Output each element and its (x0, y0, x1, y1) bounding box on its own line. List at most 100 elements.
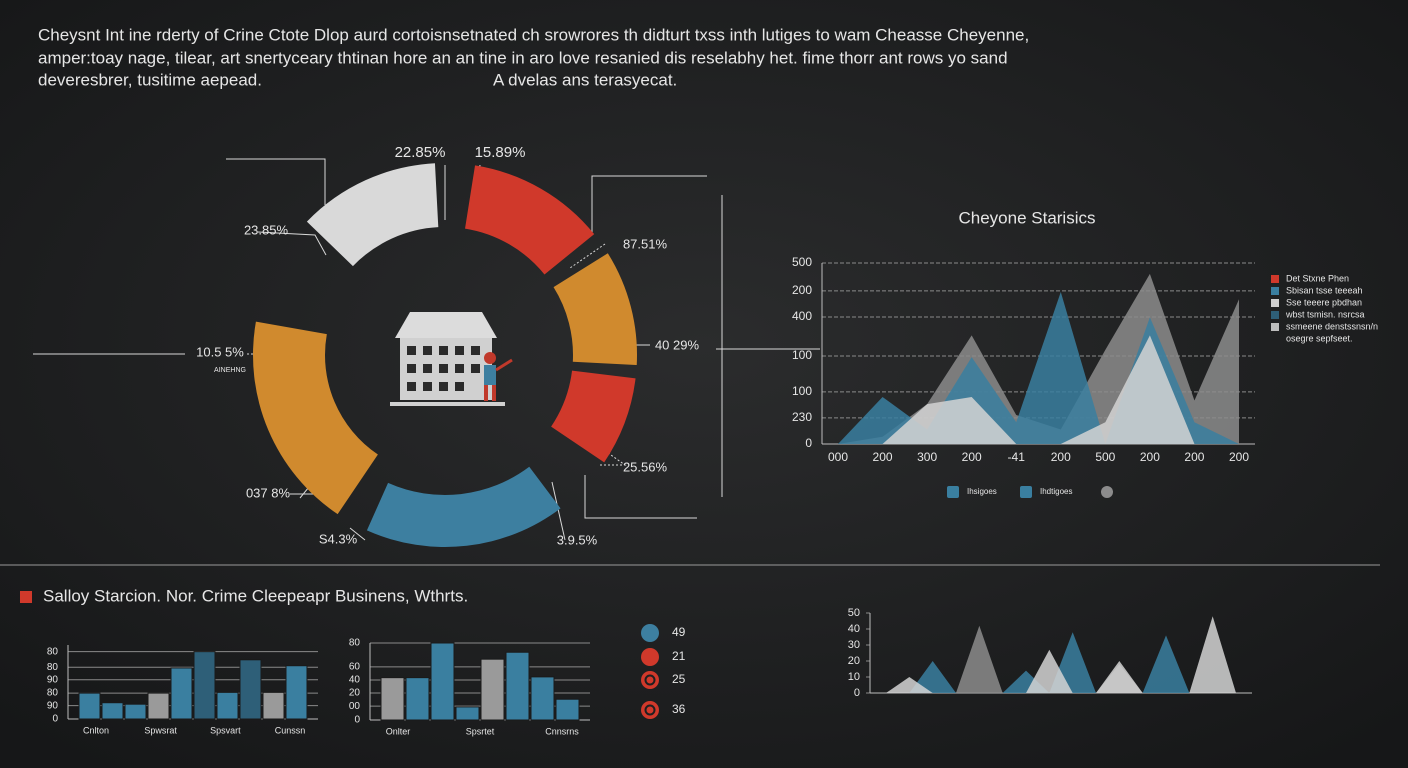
donut-segment (252, 321, 378, 515)
y-tick-label: 100 (792, 384, 812, 398)
bar (147, 692, 170, 720)
indicator-value: 49 (672, 625, 686, 639)
bar (530, 676, 555, 721)
bar (555, 698, 580, 721)
header-line: deveresbrer, tusitime aepead. (38, 70, 262, 89)
donut-label: 037 8% (246, 485, 291, 500)
x-tick-label: Spsrtet (466, 726, 495, 736)
indicator-ring (644, 704, 656, 716)
bar (405, 677, 430, 721)
x-tick-label: Spsvart (210, 725, 241, 735)
indicator-value: 25 (672, 672, 686, 686)
donut-label: 3.9.5% (557, 532, 598, 547)
donut-label: 87.51% (623, 236, 668, 251)
bar (101, 702, 124, 720)
y-tick-label: 50 (848, 607, 860, 619)
y-tick-label: 0 (854, 687, 860, 699)
donut-segment (465, 165, 595, 275)
y-tick-label: 0 (52, 714, 58, 725)
x-tick-label: Cnnsrns (545, 726, 579, 736)
legend-label: Det Stxne Phen (1286, 273, 1349, 283)
legend-swatch (1271, 311, 1279, 319)
legend-swatch (947, 486, 959, 498)
indicator-value: 36 (672, 702, 686, 716)
indicator-value: 21 (672, 649, 686, 663)
indicator-dot (641, 701, 659, 719)
bar (193, 651, 216, 720)
donut-segment (306, 163, 439, 267)
y-tick-label: 20 (848, 655, 860, 667)
x-tick-label: 200 (873, 450, 893, 464)
bar (480, 658, 505, 721)
bar (285, 665, 308, 720)
x-tick-label: -41 (1008, 450, 1026, 464)
x-tick-label: 200 (1184, 450, 1204, 464)
x-tick-label: 500 (1095, 450, 1115, 464)
y-tick-label: 20 (349, 688, 361, 699)
y-tick-label: 500 (792, 255, 812, 269)
legend-swatch (1271, 323, 1279, 331)
bar (124, 703, 147, 720)
indicator-dot (641, 671, 659, 689)
legend-label: Ihdtigoes (1040, 487, 1072, 496)
area (886, 625, 1236, 693)
indicator-dot (641, 648, 659, 666)
x-tick-label: Cunssn (275, 725, 306, 735)
x-tick-label: Onlter (386, 726, 411, 736)
x-tick-label: 200 (1051, 450, 1071, 464)
donut-label: S4.3% (319, 531, 358, 546)
y-tick-label: 00 (349, 701, 361, 712)
section-title: Salloy Starcion. Nor. Crime Cleepeapr Bu… (43, 586, 468, 605)
donut-label: 25.56% (623, 459, 668, 474)
y-tick-label: 0 (354, 715, 360, 726)
y-tick-label: 0 (805, 436, 812, 450)
legend-swatch (1101, 486, 1113, 498)
x-tick-label: 300 (917, 450, 937, 464)
header-caption: A dvelas ans terasyecat. (493, 70, 677, 89)
bar (455, 706, 480, 721)
legend-swatch (1271, 299, 1279, 307)
donut-segment (553, 253, 637, 366)
donut-label: 23.85% (244, 222, 289, 237)
legend-swatch (1271, 287, 1279, 295)
bar (78, 692, 101, 720)
y-tick-label: 80 (47, 688, 59, 699)
legend-label: Sbisan tsse teeeah (1286, 285, 1363, 295)
bar (380, 677, 405, 721)
legend-swatch (1020, 486, 1032, 498)
y-tick-label: 200 (792, 283, 812, 297)
x-tick-label: 000 (828, 450, 848, 464)
indicator-dot (641, 624, 659, 642)
header-line: Cheysnt Int ine rderty of Crine Ctote Dl… (38, 25, 1029, 44)
y-tick-label: 100 (792, 348, 812, 362)
donut-segment (551, 370, 636, 463)
area (838, 335, 1239, 444)
donut-label: 10.5 5% (196, 344, 244, 359)
legend-swatch (1271, 275, 1279, 283)
legend-label: osegre sepfseet. (1286, 333, 1353, 343)
donut-label: 40 29% (655, 337, 700, 352)
donut-label: 22.85% (395, 144, 446, 161)
bar (170, 667, 193, 720)
x-tick-label: Cnlton (83, 725, 109, 735)
donut-label: AINEHNG (214, 367, 246, 374)
y-tick-label: 80 (47, 662, 59, 673)
bar (216, 691, 239, 720)
bar (239, 659, 262, 720)
legend-label: Ihsigoes (967, 487, 997, 496)
donut-label: 15.89% (475, 144, 526, 161)
y-tick-label: 230 (792, 410, 812, 424)
x-tick-label: 200 (1140, 450, 1160, 464)
y-tick-label: 90 (47, 700, 59, 711)
header-line: amper:toay nage, tilear, art snertyceary… (38, 48, 1008, 67)
y-tick-label: 80 (47, 646, 59, 657)
legend-label: Sse teeere pbdhan (1286, 297, 1362, 307)
x-tick-label: Spwsrat (144, 725, 177, 735)
area (886, 616, 1236, 693)
x-tick-label: 200 (962, 450, 982, 464)
chart-title: Cheyone Starisics (958, 208, 1095, 227)
house-icon (390, 312, 513, 406)
section-marker (20, 591, 32, 603)
y-tick-label: 10 (848, 671, 860, 683)
